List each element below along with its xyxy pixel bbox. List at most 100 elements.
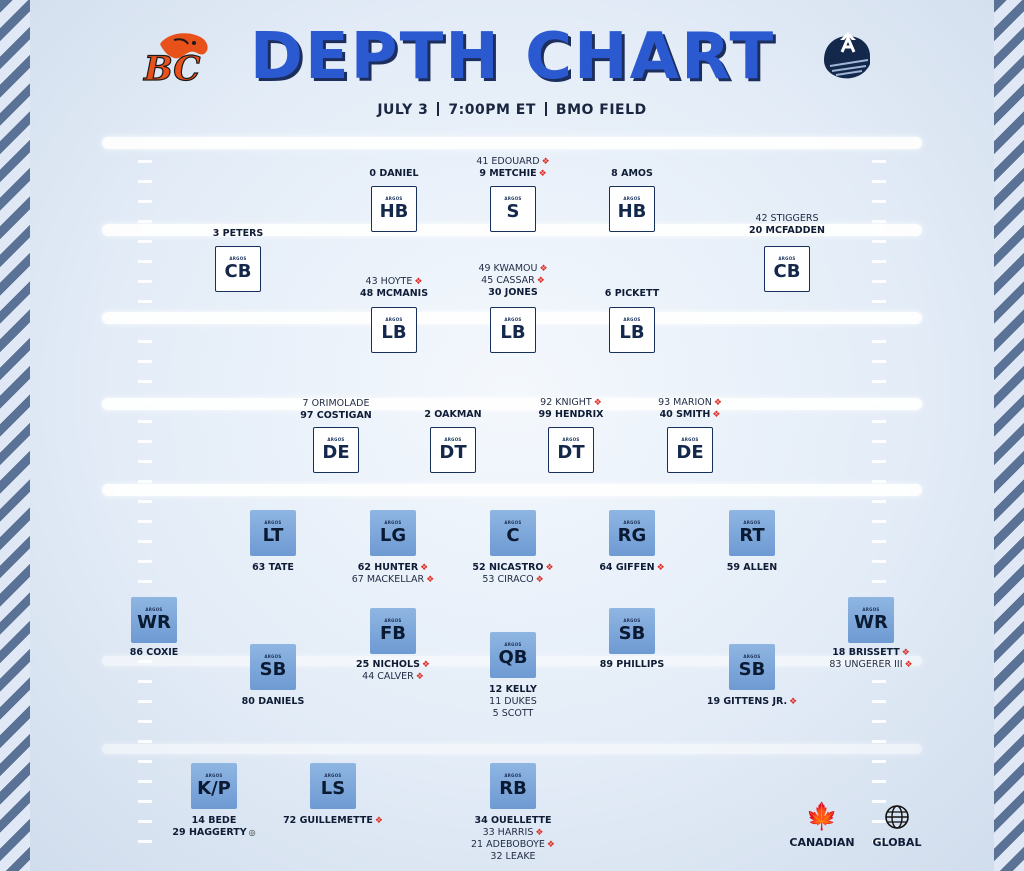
legend-canadian-label: CANADIAN <box>789 836 855 849</box>
hash-mark <box>872 760 886 763</box>
hash-mark <box>138 820 152 823</box>
position-label: K/P <box>197 777 231 799</box>
player-name: 97 COSTIGAN <box>251 410 421 422</box>
team-label: ARGOS <box>327 436 345 442</box>
separator <box>544 102 547 116</box>
player-names: 25 NICHOLS ❖ 44 CALVER ❖ <box>308 659 478 683</box>
maple-leaf-icon: ❖ <box>712 410 721 420</box>
hash-mark <box>872 580 886 583</box>
separator <box>437 102 440 116</box>
player-name: 48 MCMANIS <box>309 288 479 300</box>
position-label: SB <box>738 658 766 680</box>
game-time: 7:00PM ET <box>448 102 536 118</box>
player-name: 2 OAKMAN <box>368 409 538 421</box>
hash-mark <box>872 560 886 563</box>
position-box-lb: ARGOS LB <box>609 307 655 353</box>
player-name-text: 0 DANIEL <box>369 168 419 179</box>
player-names: 89 PHILLIPS <box>547 659 717 671</box>
player-name-text: 89 PHILLIPS <box>599 659 665 670</box>
player-name-text: 92 KNIGHT <box>540 397 592 408</box>
player-name-text: 12 KELLY <box>489 684 537 695</box>
player-name: 59 ALLEN <box>667 562 837 574</box>
position-label: LB <box>619 321 645 343</box>
player-name-text: 32 LEAKE <box>490 851 536 862</box>
player-name: 72 GUILLEMETTE ❖ <box>248 815 418 827</box>
position-label: QB <box>498 646 528 668</box>
position-box-s: ARGOS S <box>490 186 536 232</box>
player-name: 80 DANIELS <box>188 696 358 708</box>
player-name: 89 PHILLIPS <box>547 659 717 671</box>
hash-mark <box>872 680 886 683</box>
legend-global: GLOBAL <box>862 802 932 849</box>
player-name-text: 42 STIGGERS <box>755 213 819 224</box>
player-names: 80 DANIELS <box>188 696 358 708</box>
hash-mark <box>138 180 152 183</box>
position-label: RG <box>617 524 647 546</box>
player-names: 41 EDOUARD ❖ 9 METCHIE ❖ <box>428 156 598 180</box>
team-label: ARGOS <box>504 772 522 778</box>
player-name: 34 OUELLETTE <box>428 815 598 827</box>
maple-leaf-icon: ❖ <box>656 563 665 573</box>
position-box-lb: ARGOS LB <box>371 307 417 353</box>
hash-mark <box>872 740 886 743</box>
position-box-de: ARGOS DE <box>667 427 713 473</box>
hash-mark <box>138 240 152 243</box>
player-name: 62 HUNTER ❖ <box>308 562 478 574</box>
player-name: 32 LEAKE <box>428 851 598 863</box>
position-box-c: ARGOS C <box>490 510 536 556</box>
team-label: ARGOS <box>384 519 402 525</box>
player-name-text: 63 TATE <box>252 562 294 573</box>
position-label: LS <box>320 777 346 799</box>
legend-canadian: 🍁 CANADIAN <box>787 802 857 849</box>
team-label: ARGOS <box>324 772 342 778</box>
hash-mark <box>872 780 886 783</box>
position-box-lb: ARGOS LB <box>490 307 536 353</box>
player-name: 49 KWAMOU ❖ <box>428 263 598 275</box>
hash-mark <box>872 460 886 463</box>
hash-mark <box>138 840 152 843</box>
left-stripes-decoration <box>0 0 30 871</box>
maple-leaf-icon: ❖ <box>538 169 547 179</box>
player-name-text: 34 OUELLETTE <box>474 815 552 826</box>
player-name: 93 MARION ❖ <box>605 397 775 409</box>
player-name: 92 KNIGHT ❖ <box>486 397 656 409</box>
player-names: 2 OAKMAN <box>368 409 538 421</box>
hash-mark <box>138 680 152 683</box>
hash-mark <box>138 480 152 483</box>
position-box-qb: ARGOS QB <box>490 632 536 678</box>
player-name: 99 HENDRIX <box>486 409 656 421</box>
hash-mark <box>138 320 152 323</box>
player-name: 64 GIFFEN ❖ <box>547 562 717 574</box>
team-label: ARGOS <box>623 617 641 623</box>
hash-mark <box>138 800 152 803</box>
player-name: 40 SMITH ❖ <box>605 409 775 421</box>
hash-mark <box>138 160 152 163</box>
maple-leaf-icon: ❖ <box>904 660 913 670</box>
team-label: ARGOS <box>562 436 580 442</box>
position-label: CB <box>224 260 252 282</box>
team-label: ARGOS <box>743 519 761 525</box>
player-name-text: 33 HARRIS <box>482 827 534 838</box>
hash-mark <box>872 260 886 263</box>
hash-mark <box>138 300 152 303</box>
player-name: 20 MCFADDEN <box>702 225 872 237</box>
hash-mark <box>138 560 152 563</box>
hash-mark <box>138 700 152 703</box>
hash-mark <box>138 380 152 383</box>
player-name: 30 JONES <box>428 287 598 299</box>
hash-mark <box>138 280 152 283</box>
player-name-text: 62 HUNTER <box>357 562 419 573</box>
player-names: 3 PETERS <box>153 228 323 240</box>
player-name-text: 2 OAKMAN <box>424 409 482 420</box>
player-name-text: 80 DANIELS <box>241 696 305 707</box>
player-names: 92 KNIGHT ❖ 99 HENDRIX <box>486 397 656 421</box>
player-name-text: 72 GUILLEMETTE <box>283 815 373 826</box>
hash-mark <box>872 320 886 323</box>
right-stripes-decoration <box>994 0 1024 871</box>
position-box-lt: ARGOS LT <box>250 510 296 556</box>
hash-mark <box>138 780 152 783</box>
hash-mark <box>872 660 886 663</box>
player-name-text: 48 MCMANIS <box>359 288 429 299</box>
player-name-text: 83 UNGERER III <box>829 659 903 670</box>
maple-leaf-icon: ❖ <box>789 697 798 707</box>
